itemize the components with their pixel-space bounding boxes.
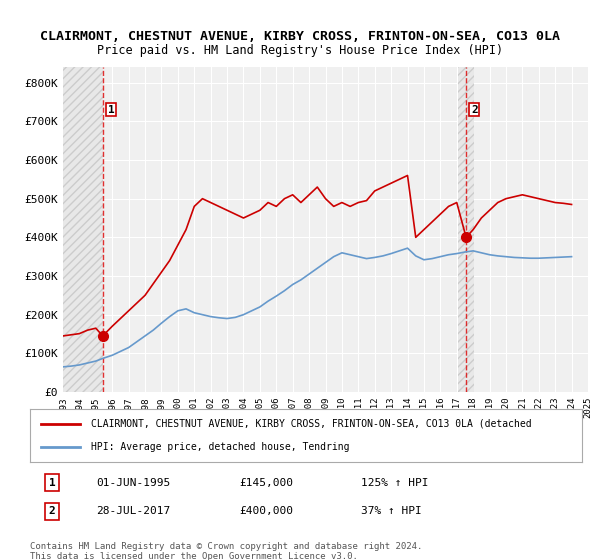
Text: Contains HM Land Registry data © Crown copyright and database right 2024.
This d: Contains HM Land Registry data © Crown c… (30, 542, 422, 560)
Text: 2: 2 (471, 105, 478, 115)
Text: 125% ↑ HPI: 125% ↑ HPI (361, 478, 428, 488)
Text: 1: 1 (49, 478, 55, 488)
Text: CLAIRMONT, CHESTNUT AVENUE, KIRBY CROSS, FRINTON-ON-SEA, CO13 0LA: CLAIRMONT, CHESTNUT AVENUE, KIRBY CROSS,… (40, 30, 560, 43)
Text: 2: 2 (49, 506, 55, 516)
Text: 01-JUN-1995: 01-JUN-1995 (96, 478, 170, 488)
Text: CLAIRMONT, CHESTNUT AVENUE, KIRBY CROSS, FRINTON-ON-SEA, CO13 0LA (detached: CLAIRMONT, CHESTNUT AVENUE, KIRBY CROSS,… (91, 419, 532, 429)
Text: 1: 1 (107, 105, 115, 115)
Bar (63, 67, 103, 392)
Text: £400,000: £400,000 (240, 506, 294, 516)
Text: Price paid vs. HM Land Registry's House Price Index (HPI): Price paid vs. HM Land Registry's House … (97, 44, 503, 57)
Text: 28-JUL-2017: 28-JUL-2017 (96, 506, 170, 516)
Bar (458, 67, 475, 392)
Text: HPI: Average price, detached house, Tendring: HPI: Average price, detached house, Tend… (91, 442, 349, 452)
Text: £145,000: £145,000 (240, 478, 294, 488)
Text: 37% ↑ HPI: 37% ↑ HPI (361, 506, 422, 516)
